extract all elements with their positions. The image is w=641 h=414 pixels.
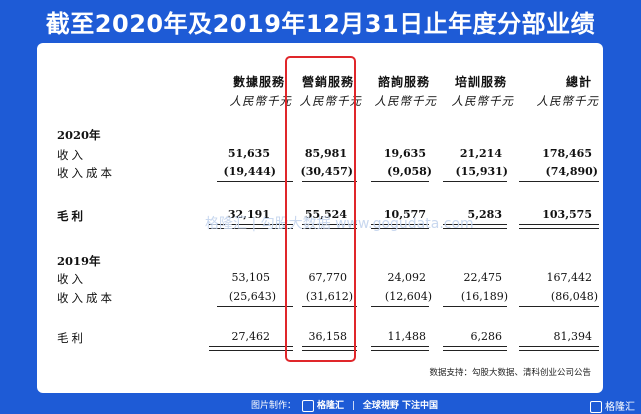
page-title: 截至2020年及2019年12月31日止年度分部业绩 <box>45 10 596 38</box>
row-label-revenue-2019: 收入 <box>57 272 86 286</box>
cell: 5,283 <box>467 208 502 221</box>
cell: 67,770 <box>308 271 348 284</box>
watermark: 格隆汇 | 勾股大数据 www.gogudata.com <box>205 216 474 232</box>
cell: (30,457) <box>300 165 353 178</box>
cell: 51,635 <box>227 147 270 160</box>
cell: 103,575 <box>542 208 592 221</box>
col-header-training-services: 培訓服務 <box>454 75 507 89</box>
cell: 10,577 <box>383 208 426 221</box>
cell: 167,442 <box>546 271 593 284</box>
col-unit-data-services: 人民幣千元 <box>229 94 292 108</box>
col-unit-consulting-services: 人民幣千元 <box>374 94 437 108</box>
col-unit-total: 人民幣千元 <box>536 94 599 108</box>
cell: (31,612) <box>305 290 353 303</box>
marketing-services-highlight-box <box>285 56 356 362</box>
row-label-gross-profit-2019: 毛利 <box>57 331 86 345</box>
col-header-data-services: 數據服務 <box>232 75 285 89</box>
col-unit-marketing-services: 人民幣千元 <box>299 94 362 108</box>
cell: 53,105 <box>231 271 271 284</box>
data-source-note: 数据支持：勾股大数据、清科创业公司公告 <box>429 368 591 378</box>
col-header-total: 總計 <box>565 75 592 89</box>
row-label-gross-profit-2020: 毛利 <box>57 209 86 223</box>
cell: 178,465 <box>542 147 592 160</box>
brand-logo-icon <box>302 399 315 412</box>
cell: 81,394 <box>553 330 593 343</box>
footer-made-by: 图片制作： <box>251 401 297 411</box>
corner-logo-icon <box>590 401 602 413</box>
cell: (86,048) <box>550 290 598 303</box>
corner-brand-text: 格隆汇 <box>605 402 635 413</box>
segment-results-table: 數據服務 營銷服務 諮詢服務 培訓服務 總計 人民幣千元 人民幣千元 人民幣千元… <box>37 43 603 393</box>
cell: 22,475 <box>463 271 503 284</box>
cell: 55,524 <box>304 208 347 221</box>
cell: 85,981 <box>304 147 347 160</box>
cell: 11,488 <box>387 330 427 343</box>
row-label-revenue-2020: 收入 <box>57 148 86 162</box>
col-unit-training-services: 人民幣千元 <box>451 94 514 108</box>
cell: (19,444) <box>223 165 276 178</box>
cell: (12,604) <box>384 290 432 303</box>
col-header-consulting-services: 諮詢服務 <box>377 75 430 89</box>
cell: 21,214 <box>459 147 502 160</box>
cell: (25,643) <box>228 290 276 303</box>
row-label-cost-2019: 收入成本 <box>57 291 115 305</box>
cell: 36,158 <box>308 330 348 343</box>
cell: (15,931) <box>455 165 508 178</box>
cell: 32,191 <box>227 208 270 221</box>
cell: 6,286 <box>470 330 503 343</box>
cell: (74,890) <box>545 165 598 178</box>
cell: 19,635 <box>383 147 426 160</box>
cell: 27,462 <box>231 330 271 343</box>
row-label-cost-2020: 收入成本 <box>57 166 115 180</box>
footer-brand: 格隆汇 <box>317 401 345 411</box>
footer-slogan: 全球視野 下注中国 <box>362 401 438 411</box>
cell: (16,189) <box>460 290 508 303</box>
footer: 图片制作： 格隆汇 | 全球視野 下注中国 <box>0 396 641 414</box>
col-header-marketing-services: 營銷服務 <box>301 75 354 89</box>
cell: 24,092 <box>387 271 427 284</box>
footer-credit: 图片制作： 格隆汇 | 全球視野 下注中国 <box>251 399 438 412</box>
corner-brand: 格隆汇 <box>590 398 635 413</box>
cell: (9,058) <box>387 165 432 178</box>
year-2020-label: 2020年 <box>57 128 101 142</box>
year-2019-label: 2019年 <box>57 254 101 268</box>
